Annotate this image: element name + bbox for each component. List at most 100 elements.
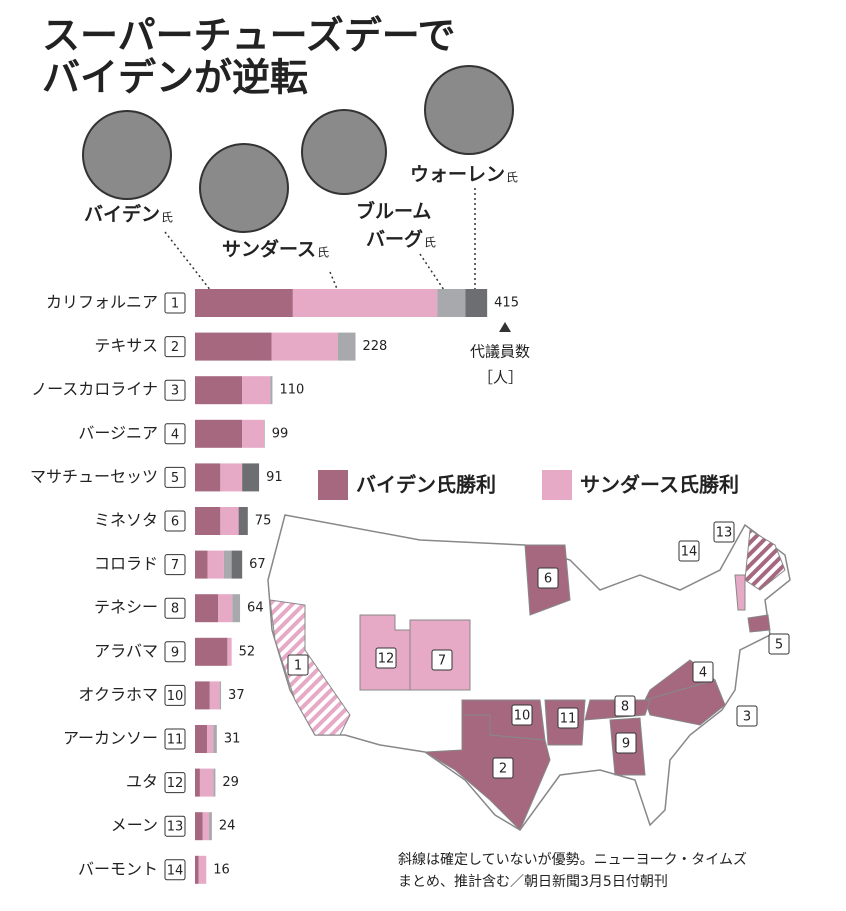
honorific: 氏: [424, 236, 436, 250]
number-box: [768, 633, 790, 655]
total-label: 91: [266, 470, 283, 485]
bar-segment: [223, 550, 232, 579]
unit-label: 代議員数: [470, 343, 530, 361]
number-box: [164, 292, 186, 314]
number-box: [164, 423, 186, 445]
state: [747, 614, 771, 633]
number-label: 3: [743, 710, 751, 725]
legend-label: バーグ: [366, 228, 423, 251]
bar-segment: [209, 812, 212, 841]
bar-segment: [242, 463, 260, 492]
number-label: 1: [294, 659, 302, 674]
total-label: 67: [249, 557, 266, 572]
legend-label: バイデン氏勝利: [356, 473, 496, 497]
total-label: 24: [219, 819, 236, 834]
bar-segment: [238, 507, 248, 535]
unit-arrow: [499, 322, 511, 332]
number-label: 9: [622, 737, 630, 752]
state: [269, 599, 351, 736]
category-label: バージニア: [78, 423, 158, 442]
legend-label: バイデン: [84, 203, 160, 226]
number-box: [375, 647, 397, 669]
bar-segment: [195, 725, 207, 753]
bar-segment: [337, 332, 356, 361]
total-label: 37: [228, 688, 245, 703]
number-label: 2: [499, 762, 507, 777]
number-label: 5: [775, 638, 783, 653]
number-label: 6: [544, 572, 552, 587]
number-label: 14: [681, 545, 698, 560]
title: バイデンが逆転: [42, 56, 308, 100]
bar-segment: [232, 594, 241, 623]
number-box: [557, 707, 579, 729]
number-label: 10: [514, 709, 531, 724]
bar-segment: [198, 855, 207, 884]
number-box: [164, 859, 186, 881]
number-label: 12: [378, 652, 395, 667]
bar-segment: [242, 376, 271, 405]
number-box: [615, 732, 637, 754]
bar-segment: [227, 637, 232, 666]
honorific: 氏: [161, 211, 173, 225]
number-label: 7: [438, 654, 446, 669]
state: [744, 529, 786, 591]
number-label: 13: [167, 820, 184, 835]
bar-segment: [199, 768, 214, 797]
category-label: マサチューセッツ: [30, 467, 158, 486]
number-label: 2: [171, 340, 179, 355]
bar-segment: [220, 463, 243, 492]
legend-swatch: [318, 470, 348, 500]
number-box: [511, 704, 533, 726]
state: [734, 574, 746, 611]
bar-segment: [195, 419, 243, 448]
bar-segment: [263, 419, 265, 448]
number-label: 1: [171, 297, 179, 312]
number-label: 14: [167, 863, 184, 878]
number-box: [164, 728, 186, 750]
category-label: アラバマ: [94, 641, 158, 660]
bar-segment: [195, 550, 208, 579]
total-label: 31: [224, 732, 241, 747]
bar-segment: [213, 725, 217, 753]
legend-label: ブルーム: [356, 200, 431, 223]
number-label: 9: [171, 645, 179, 660]
number-box: [164, 641, 186, 663]
honorific: 氏: [317, 246, 329, 260]
bar-segment: [202, 812, 210, 841]
number-label: 8: [171, 602, 179, 617]
total-label: 415: [494, 296, 519, 311]
photos: [82, 65, 514, 233]
bar-segment: [195, 812, 203, 841]
unit-label: ［人］: [478, 369, 523, 387]
legend-label: サンダース氏勝利: [580, 473, 739, 497]
total-label: 64: [247, 601, 264, 616]
number-label: 7: [171, 558, 179, 573]
bar-segment: [195, 507, 221, 535]
category-label: ノースカロライナ: [31, 380, 158, 399]
note: 斜線は確定していないが優勢。ニューヨーク・タイムズ: [398, 852, 747, 868]
legend-label: サンダース: [222, 238, 316, 261]
number-label: 6: [171, 515, 179, 530]
category-label: テネシー: [94, 598, 158, 617]
number-box: [164, 772, 186, 794]
bar-segment: [195, 855, 199, 884]
bar-segment: [209, 681, 220, 710]
number-label: 10: [167, 689, 184, 704]
total-label: 228: [363, 339, 388, 354]
bar-segment: [213, 768, 216, 797]
honorific: 氏: [506, 171, 518, 185]
number-label: 8: [621, 700, 629, 715]
number-box: [492, 757, 514, 779]
category-label: カリフォルニア: [46, 293, 158, 312]
number-box: [164, 466, 186, 488]
total-label: 16: [213, 862, 230, 877]
bar-segment: [270, 376, 273, 405]
number-box: [692, 661, 714, 683]
bar-segment: [220, 507, 239, 535]
legend-swatch: [542, 470, 572, 500]
number-box: [431, 649, 453, 671]
number-box: [713, 521, 735, 543]
bar-segment: [437, 289, 466, 317]
number-label: 11: [560, 712, 577, 727]
